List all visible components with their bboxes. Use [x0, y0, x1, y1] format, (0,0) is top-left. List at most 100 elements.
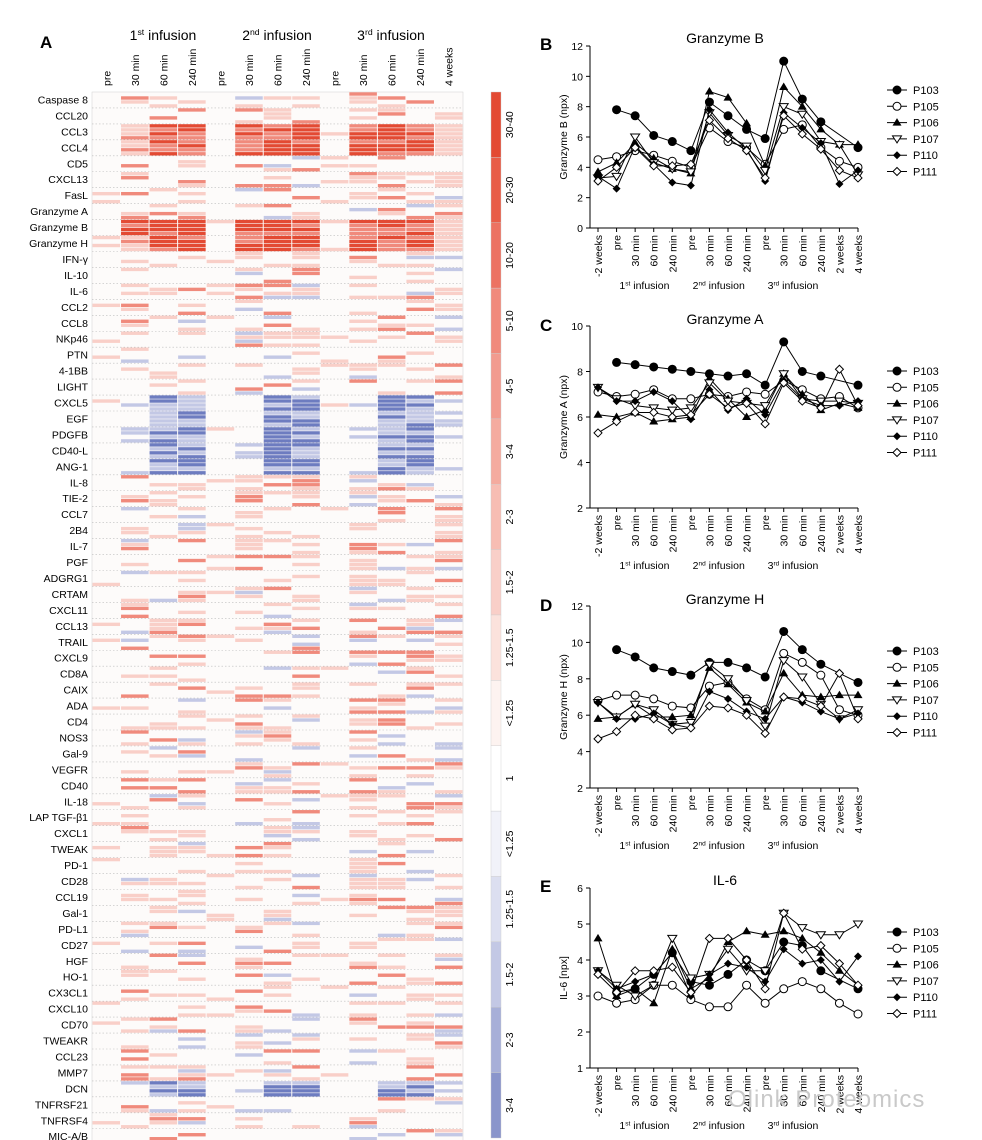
legend-marker — [892, 927, 902, 937]
heatmap-cell — [377, 231, 406, 236]
data-point — [779, 926, 789, 935]
heatmap-cell — [235, 957, 263, 961]
heatmap-cell — [149, 941, 178, 946]
heatmap-cell — [406, 251, 434, 256]
heatmap-cell — [292, 439, 320, 443]
heatmap-cell — [121, 826, 149, 830]
heatmap-cell — [121, 439, 149, 443]
heatmap-cell — [178, 459, 206, 463]
heatmap-cell — [377, 694, 406, 698]
heatmap-cell — [434, 925, 463, 930]
row-label: Granzyme A — [30, 206, 88, 218]
heatmap-cell — [349, 634, 377, 638]
row-label: CD4 — [67, 717, 88, 729]
data-point — [593, 410, 603, 418]
x-tick-label: 30 min — [704, 235, 716, 267]
heatmap-cell — [292, 953, 320, 957]
heatmap-cell — [406, 367, 434, 371]
heatmap-cell — [178, 610, 206, 615]
heatmap-cell — [121, 499, 149, 503]
heatmap-cell — [349, 857, 377, 862]
heatmap-cell — [406, 199, 434, 204]
heatmap-cell — [263, 96, 292, 100]
infusion-group-label-text: infusion — [779, 560, 818, 572]
heatmap-cell — [149, 227, 178, 232]
heatmap-cell — [406, 814, 434, 818]
legend-label: 20-30 — [504, 176, 516, 203]
heatmap-cell — [434, 1001, 463, 1005]
column-label: pre — [330, 71, 342, 86]
infusion-group-label-sup: nd — [698, 840, 706, 847]
y-tick-label: 8 — [577, 367, 583, 379]
heatmap-cell — [349, 814, 377, 818]
data-point — [593, 969, 603, 980]
heatmap-cell — [263, 706, 292, 710]
heatmap-cell — [377, 794, 406, 798]
heatmap-cell — [149, 235, 178, 240]
heatmap-cell — [149, 1029, 178, 1033]
heatmap-cell — [377, 483, 406, 487]
heatmap-cell — [235, 499, 263, 503]
heatmap-cell — [149, 837, 178, 842]
heatmap-cell — [377, 172, 406, 176]
data-point — [611, 987, 622, 998]
data-point — [816, 659, 826, 669]
x-tick-label: 240 min — [667, 515, 679, 553]
heatmap-cell — [263, 291, 292, 296]
heatmap-cell — [377, 235, 406, 240]
heatmap-cell — [178, 303, 206, 308]
heatmap-cell — [121, 243, 149, 248]
heatmap-cell — [263, 279, 292, 284]
data-point — [760, 984, 770, 994]
heatmap-cell — [235, 335, 263, 339]
heatmap-cell — [121, 542, 149, 547]
column-label: pre — [215, 71, 227, 86]
legend-swatch — [490, 614, 502, 681]
data-point — [834, 966, 844, 974]
data-point — [629, 700, 641, 710]
data-point — [649, 161, 659, 171]
heatmap-cell — [149, 459, 178, 463]
x-tick-label: 30 min — [779, 235, 791, 267]
heatmap-cell — [349, 722, 377, 726]
data-point — [779, 937, 789, 947]
heatmap-cell — [263, 845, 292, 850]
heatmap-cell — [149, 499, 178, 503]
heatmap-cell — [178, 184, 206, 188]
data-point — [612, 412, 622, 420]
y-axis-label: Granzyme H (npx) — [558, 654, 570, 740]
row-label: CXCL5 — [54, 398, 88, 410]
heatmap-cell — [178, 977, 206, 981]
heatmap-cell — [377, 411, 406, 415]
heatmap-cell — [292, 694, 320, 698]
heatmap-cell — [263, 152, 292, 156]
column-label: 30 min — [358, 54, 370, 86]
heatmap-cell — [206, 590, 235, 595]
heatmap-cell — [320, 363, 349, 367]
heatmap-cell — [349, 913, 377, 918]
data-point — [853, 173, 863, 183]
x-tick-label: 60 min — [723, 795, 735, 827]
heatmap-cell — [377, 1085, 406, 1089]
data-point — [834, 156, 844, 166]
legend-swatch — [490, 1072, 502, 1139]
heatmap-cell — [206, 283, 235, 288]
data-point — [631, 397, 640, 406]
legend-label: 1 — [504, 775, 516, 781]
heatmap-cell — [320, 507, 349, 511]
row-label: Gal-9 — [62, 748, 88, 760]
row-label: VEGFR — [52, 764, 89, 776]
legend-marker — [893, 432, 901, 441]
heatmap-cell — [178, 526, 206, 531]
heatmap-cell — [377, 128, 406, 132]
heatmap-cell — [121, 191, 149, 196]
heatmap-cell — [406, 323, 434, 327]
heatmap-cell — [263, 949, 292, 953]
heatmap-cell — [406, 255, 434, 260]
heatmap-cell — [434, 227, 463, 232]
heatmap-cell — [292, 128, 320, 132]
heatmap-cell — [235, 945, 263, 950]
heatmap-cell — [149, 427, 178, 431]
heatmap-cell — [377, 195, 406, 200]
heatmap-cell — [292, 534, 320, 539]
